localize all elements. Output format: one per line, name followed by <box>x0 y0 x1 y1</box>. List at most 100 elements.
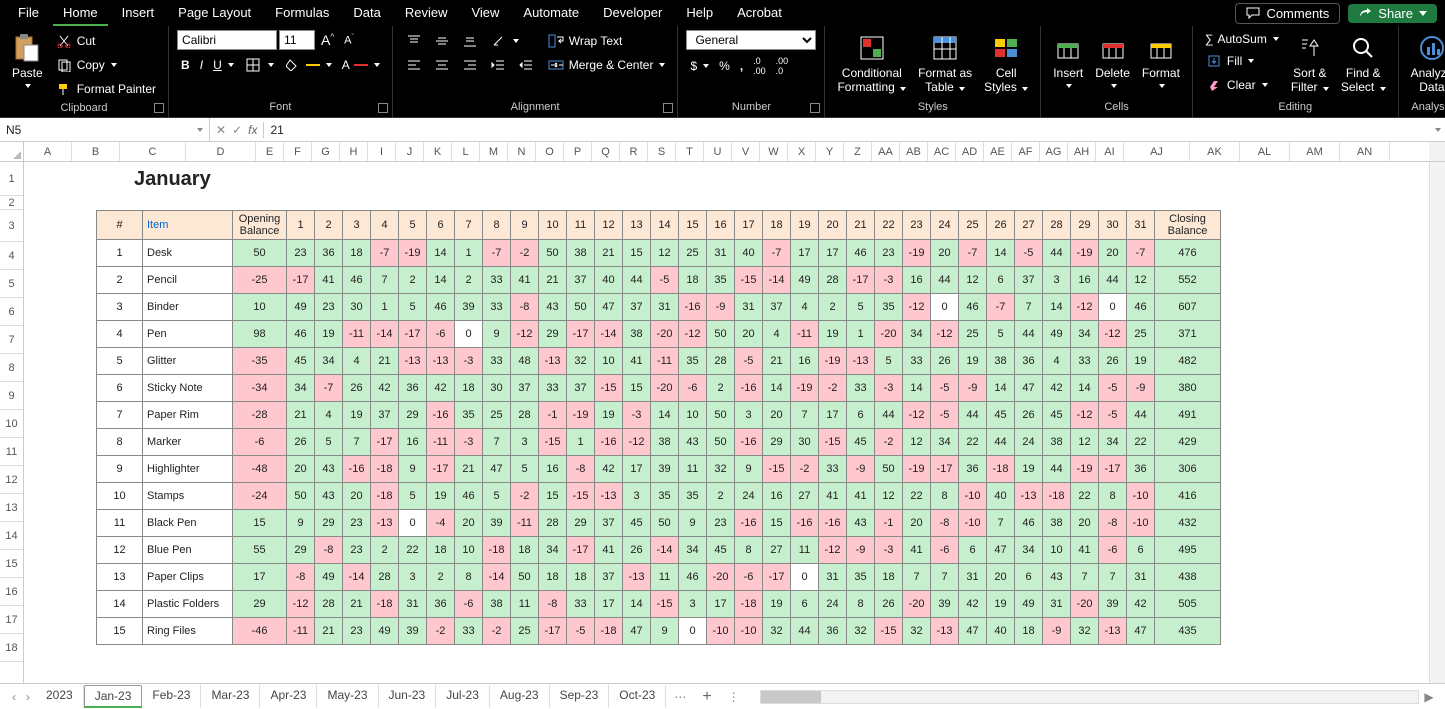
tab-insert[interactable]: Insert <box>112 1 165 26</box>
inc-decimal-button[interactable]: .0.00 <box>749 54 770 78</box>
cell-day[interactable]: 1 <box>371 294 399 321</box>
cell-day[interactable]: 11 <box>791 537 819 564</box>
cell-day[interactable]: 23 <box>343 510 371 537</box>
cell-day[interactable]: 45 <box>287 348 315 375</box>
cell-day[interactable]: 14 <box>427 267 455 294</box>
cell-day[interactable]: -19 <box>1071 240 1099 267</box>
cell-day[interactable]: -7 <box>959 240 987 267</box>
cell-day[interactable]: 3 <box>1043 267 1071 294</box>
col-header[interactable]: S <box>648 142 676 161</box>
cell-open[interactable]: -24 <box>233 483 287 510</box>
cell-day[interactable]: -8 <box>931 510 959 537</box>
cell-close[interactable]: 495 <box>1155 537 1221 564</box>
cell-day[interactable]: 18 <box>1015 618 1043 645</box>
col-header[interactable]: P <box>564 142 592 161</box>
cell-day[interactable]: 18 <box>427 537 455 564</box>
cell-day[interactable]: -12 <box>819 537 847 564</box>
cell-day[interactable]: 44 <box>1043 456 1071 483</box>
cell-day[interactable]: 38 <box>651 429 679 456</box>
col-header[interactable]: AH <box>1068 142 1096 161</box>
cell-day[interactable]: 44 <box>791 618 819 645</box>
cell-day[interactable]: 6 <box>1127 537 1155 564</box>
cell-day[interactable]: -17 <box>371 429 399 456</box>
cell-day[interactable]: 4 <box>343 348 371 375</box>
col-header[interactable]: AN <box>1340 142 1390 161</box>
cell-day[interactable]: 41 <box>847 483 875 510</box>
cell-day[interactable]: 7 <box>343 429 371 456</box>
cell-day[interactable]: -7 <box>315 375 343 402</box>
cell-day[interactable]: -17 <box>763 564 791 591</box>
cell-day[interactable]: 2 <box>819 294 847 321</box>
cell-day[interactable]: -7 <box>1127 240 1155 267</box>
cell-day[interactable]: 29 <box>287 537 315 564</box>
italic-button[interactable]: I <box>196 56 207 74</box>
cell-day[interactable]: 22 <box>1071 483 1099 510</box>
cell-day[interactable]: 41 <box>623 348 651 375</box>
grow-font-button[interactable]: A^ <box>317 30 338 50</box>
cell-day[interactable]: 23 <box>315 294 343 321</box>
cell-day[interactable]: 50 <box>539 240 567 267</box>
cell-day[interactable]: 45 <box>707 537 735 564</box>
fx-icon[interactable]: fx <box>248 123 257 137</box>
cell-day[interactable]: 35 <box>707 267 735 294</box>
cell-day[interactable]: -8 <box>511 294 539 321</box>
cell-day[interactable]: -15 <box>875 618 903 645</box>
cell-day[interactable]: 7 <box>791 402 819 429</box>
cell-day[interactable]: 30 <box>791 429 819 456</box>
cell-item[interactable]: Marker <box>143 429 233 456</box>
cell-day[interactable]: 21 <box>343 591 371 618</box>
cell-day[interactable]: -10 <box>707 618 735 645</box>
row-header[interactable]: 14 <box>0 522 23 550</box>
cell-day[interactable]: -3 <box>875 267 903 294</box>
sheet-tab[interactable]: Jul-23 <box>436 685 490 708</box>
cell-day[interactable]: 4 <box>763 321 791 348</box>
cell-day[interactable]: 19 <box>595 402 623 429</box>
cell-day[interactable]: 41 <box>903 537 931 564</box>
cell-day[interactable]: 32 <box>763 618 791 645</box>
cell-day[interactable]: -19 <box>567 402 595 429</box>
cell-open[interactable]: 50 <box>233 240 287 267</box>
cell-day[interactable]: 35 <box>847 564 875 591</box>
cell-item[interactable]: Paper Rim <box>143 402 233 429</box>
cell-day[interactable]: 32 <box>1071 618 1099 645</box>
cell-day[interactable]: 35 <box>679 483 707 510</box>
cell-day[interactable]: 33 <box>483 348 511 375</box>
cell-day[interactable]: 0 <box>399 510 427 537</box>
cell-day[interactable]: -6 <box>735 564 763 591</box>
cell-day[interactable]: -11 <box>287 618 315 645</box>
cell-day[interactable]: 8 <box>847 591 875 618</box>
cell-day[interactable]: 9 <box>679 510 707 537</box>
align-middle-button[interactable] <box>429 30 455 52</box>
cell-open[interactable]: -35 <box>233 348 287 375</box>
cell-day[interactable]: 5 <box>875 348 903 375</box>
cell-day[interactable]: 14 <box>651 402 679 429</box>
row-header[interactable]: 18 <box>0 634 23 662</box>
cell-day[interactable]: 34 <box>287 375 315 402</box>
cell-day[interactable]: -8 <box>539 591 567 618</box>
cell-day[interactable]: 7 <box>1099 564 1127 591</box>
cell-day[interactable]: -12 <box>903 294 931 321</box>
delete-cells-button[interactable]: Delete <box>1091 30 1134 92</box>
col-header[interactable]: Y <box>816 142 844 161</box>
cell-day[interactable]: 40 <box>987 483 1015 510</box>
cell-day[interactable]: 19 <box>987 591 1015 618</box>
cell-day[interactable]: 0 <box>931 294 959 321</box>
tab-home[interactable]: Home <box>53 1 108 26</box>
cell-day[interactable]: 18 <box>567 564 595 591</box>
cell-close[interactable]: 505 <box>1155 591 1221 618</box>
cell-item[interactable]: Black Pen <box>143 510 233 537</box>
cell-day[interactable]: 47 <box>987 537 1015 564</box>
row-header[interactable]: 1 <box>0 162 23 196</box>
cell-day[interactable]: 16 <box>791 348 819 375</box>
cell-day[interactable]: -5 <box>1015 240 1043 267</box>
col-header[interactable]: J <box>396 142 424 161</box>
tab-formulas[interactable]: Formulas <box>265 1 339 26</box>
cell-day[interactable]: 4 <box>315 402 343 429</box>
cell-day[interactable]: 40 <box>595 267 623 294</box>
cell-day[interactable]: 36 <box>1127 456 1155 483</box>
dec-decimal-button[interactable]: .00.0 <box>772 54 793 78</box>
cell-day[interactable]: 21 <box>287 402 315 429</box>
cell-day[interactable]: 29 <box>539 321 567 348</box>
cell-open[interactable]: 55 <box>233 537 287 564</box>
sort-filter-button[interactable]: Sort &Filter <box>1287 30 1333 98</box>
